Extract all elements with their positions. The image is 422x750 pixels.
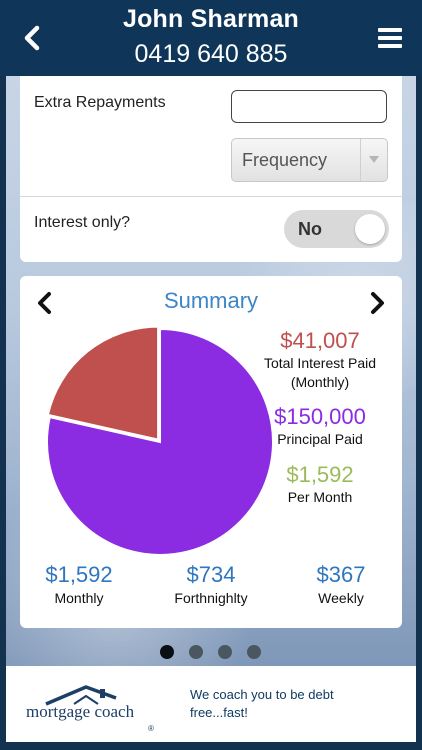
pie-slice-principal	[46, 327, 274, 556]
total-interest-stat: $41,007 Total Interest Paid (Monthly)	[250, 328, 390, 392]
monthly-stat: $1,592 Monthly	[24, 562, 134, 606]
toggle-knob	[355, 214, 385, 244]
weekly-label: Weekly	[318, 590, 364, 606]
app-header: John Sharman 0419 640 885	[0, 0, 422, 76]
loan-pie-chart	[46, 326, 274, 556]
per-month-stat: $1,592 Per Month	[250, 462, 390, 507]
footer-tagline: We coach you to be debt free...fast!	[190, 687, 334, 720]
mortgage-coach-logo[interactable]: mortgage coach ®	[20, 680, 160, 733]
contact-phone[interactable]: 0419 640 885	[134, 40, 288, 68]
dropdown-arrow-icon	[360, 139, 387, 181]
interest-only-label: Interest only?	[34, 214, 131, 231]
frequency-select[interactable]: Frequency	[231, 138, 388, 182]
page-dot[interactable]	[160, 645, 174, 659]
monthly-label: Monthly	[54, 590, 104, 606]
logo-registered-mark: ®	[148, 724, 154, 733]
repayment-form-card: Extra Repayments Frequency Interest only…	[20, 76, 402, 262]
total-interest-amount: $41,007	[280, 328, 360, 353]
summary-card: Summary $41,007 Total Interest Paid (Mon…	[20, 276, 402, 628]
monthly-amount: $1,592	[45, 562, 113, 587]
next-summary-button[interactable]	[362, 288, 392, 318]
interest-only-toggle[interactable]: No	[284, 210, 389, 248]
previous-summary-button[interactable]	[30, 288, 60, 318]
per-month-amount: $1,592	[286, 462, 354, 487]
chevron-left-icon	[38, 292, 51, 314]
per-month-label: Per Month	[287, 489, 353, 505]
principal-amount: $150,000	[274, 404, 366, 429]
page-dot[interactable]	[247, 645, 261, 659]
summary-title: Summary	[163, 288, 259, 313]
contact-name: John Sharman	[122, 5, 300, 33]
extra-repayments-label: Extra Repayments	[34, 94, 166, 111]
principal-label: Principal Paid	[277, 431, 363, 447]
house-roof-icon	[45, 685, 117, 706]
hamburger-menu-icon	[378, 28, 402, 48]
footer-banner: mortgage coach ® We coach you to be debt…	[6, 666, 416, 742]
pie-slice-interest	[46, 326, 160, 441]
form-divider	[20, 196, 402, 197]
page-indicator	[160, 645, 261, 659]
total-interest-label: Total Interest Paid	[263, 355, 377, 371]
page-dot[interactable]	[189, 645, 203, 659]
interest-only-toggle-value: No	[298, 219, 322, 239]
chevron-right-icon	[371, 292, 384, 314]
back-button[interactable]	[12, 18, 52, 58]
fortnightly-amount: $734	[186, 562, 236, 587]
extra-repayments-input[interactable]	[231, 90, 387, 123]
total-interest-sublabel: (Monthly)	[290, 374, 350, 390]
weekly-stat: $367 Weekly	[286, 562, 396, 606]
chevron-left-icon	[24, 25, 40, 51]
frequency-select-value: Frequency	[242, 149, 328, 170]
weekly-amount: $367	[316, 562, 366, 587]
principal-stat: $150,000 Principal Paid	[250, 404, 390, 449]
logo-text: mortgage coach	[26, 702, 135, 721]
menu-button[interactable]	[370, 18, 410, 58]
fortnightly-label: Forthnighlty	[174, 590, 248, 606]
page-dot[interactable]	[218, 645, 232, 659]
fortnightly-stat: $734 Forthnighlty	[156, 562, 266, 606]
